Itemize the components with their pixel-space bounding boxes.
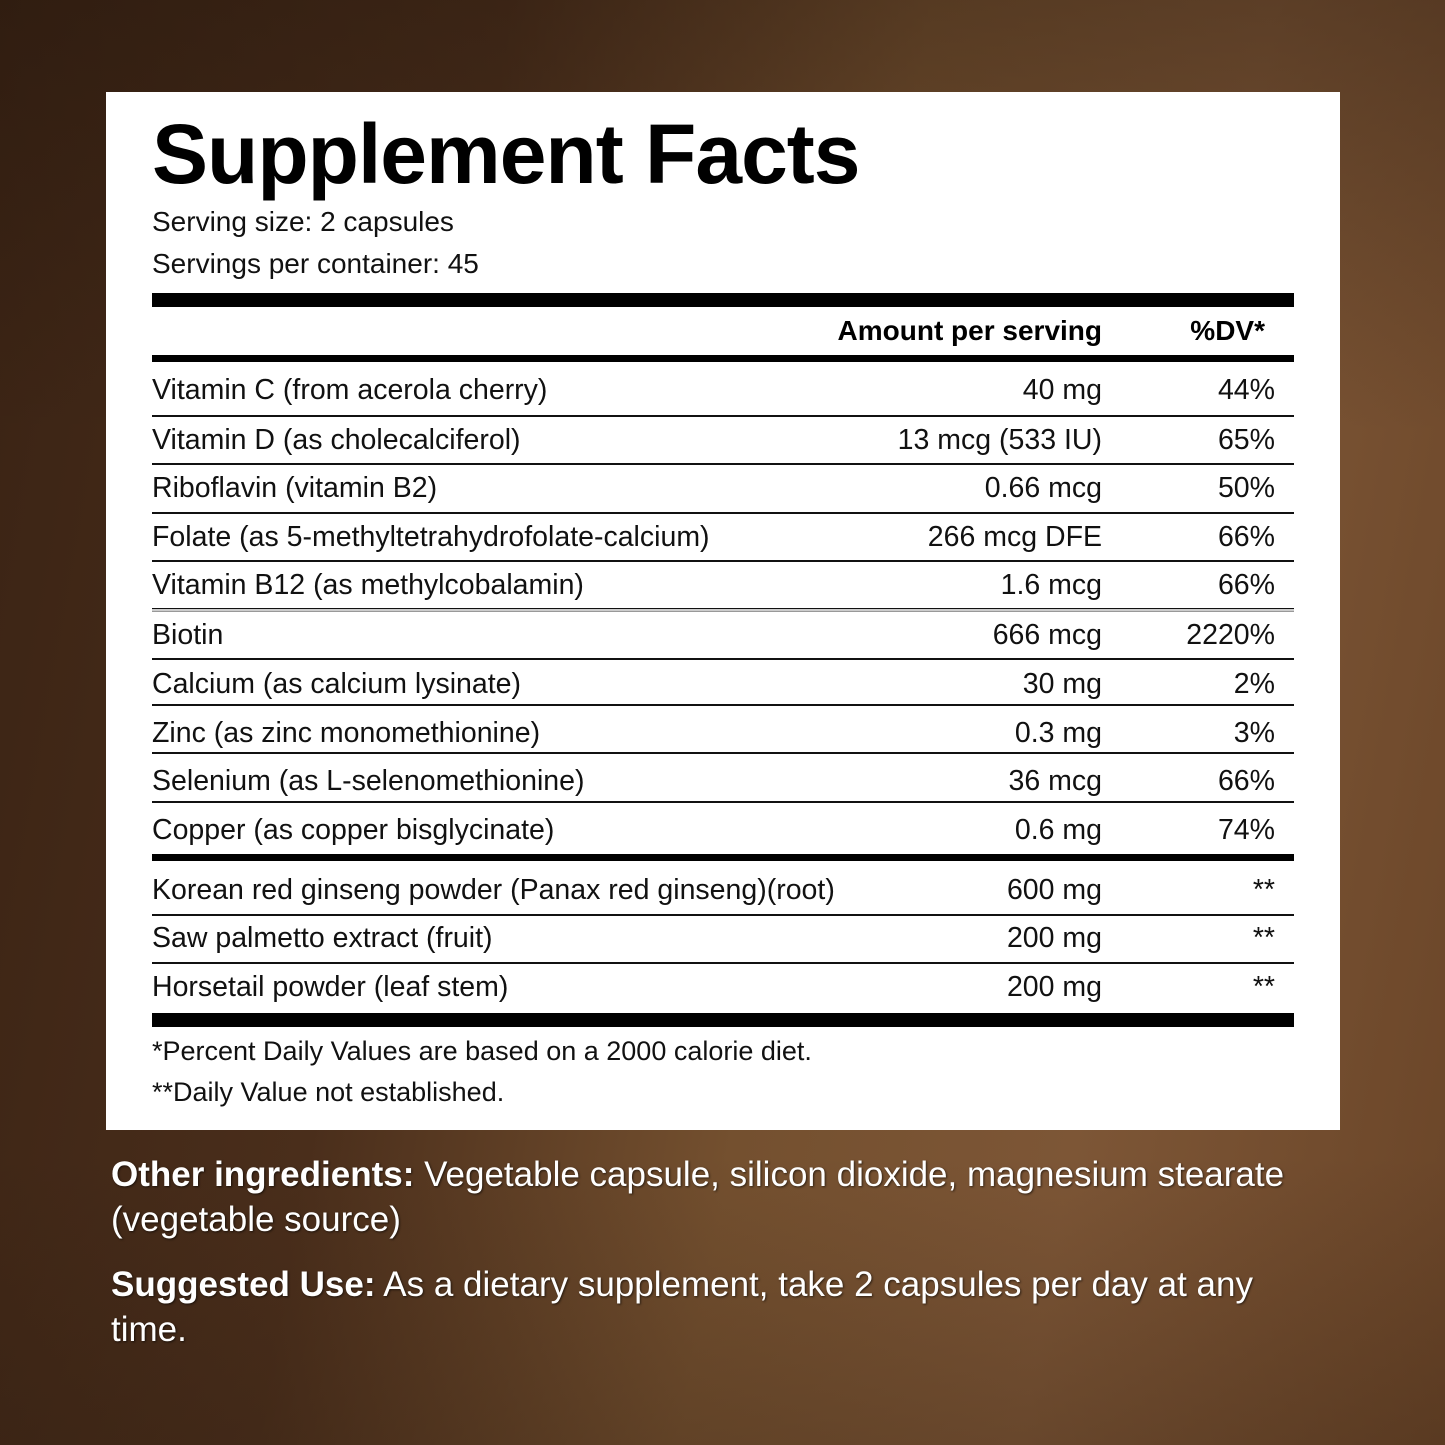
- nutrient-name: Biotin: [152, 619, 224, 651]
- row-divider: [152, 752, 1294, 754]
- nutrient-dv: 2%: [1233, 668, 1275, 700]
- nutrient-name: Vitamin C (from acerola cherry): [152, 374, 548, 406]
- nutrient-dv: 44%: [1217, 374, 1275, 406]
- suggested-use: Suggested Use: As a dietary supplement, …: [111, 1262, 1321, 1352]
- nutrient-dv: 66%: [1217, 521, 1275, 553]
- nutrient-dv: 66%: [1217, 569, 1275, 601]
- dv-column-header: %DV*: [1190, 315, 1265, 346]
- row-divider: [152, 560, 1294, 562]
- row-divider: [152, 704, 1294, 706]
- nutrient-amount: 30 mg: [1022, 668, 1102, 700]
- nutrient-amount: 0.66 mcg: [984, 472, 1102, 504]
- divider-thick: [152, 293, 1294, 307]
- nutrient-name: Saw palmetto extract (fruit): [152, 922, 493, 954]
- nutrient-amount: 600 mg: [1006, 874, 1102, 906]
- nutrient-dv: 50%: [1217, 472, 1275, 504]
- nutrient-name: Korean red ginseng powder (Panax red gin…: [152, 874, 835, 906]
- row-divider: [152, 801, 1294, 803]
- nutrient-amount: 1.6 mcg: [1000, 569, 1102, 601]
- nutrient-dv: **: [1252, 971, 1275, 1003]
- nutrient-dv: 65%: [1217, 424, 1275, 456]
- other-ingredients-text: Vegetable capsule, silicon dioxide, magn…: [111, 1155, 1285, 1239]
- nutrient-amount: 200 mg: [1006, 971, 1102, 1003]
- nutrient-name: Folate (as 5-methyltetrahydrofolate-calc…: [152, 521, 710, 553]
- nutrient-dv: **: [1252, 922, 1275, 954]
- row-divider: [152, 512, 1294, 514]
- nutrient-amount: 40 mg: [1022, 374, 1102, 406]
- divider-medium: [152, 355, 1294, 362]
- suggested-use-label: Suggested Use:: [111, 1265, 376, 1304]
- serving-size: Serving size: 2 capsules: [152, 206, 454, 237]
- other-ingredients: Other ingredients: Vegetable capsule, si…: [111, 1152, 1321, 1242]
- nutrient-dv: 3%: [1233, 717, 1275, 749]
- nutrient-name: Copper (as copper bisglycinate): [152, 814, 555, 846]
- nutrient-amount: 266 mcg DFE: [927, 521, 1102, 553]
- nutrient-name: Vitamin B12 (as methylcobalamin): [152, 569, 584, 601]
- page-title: Supplement Facts: [152, 107, 860, 201]
- row-divider: [152, 608, 1294, 612]
- nutrient-amount: 13 mcg (533 IU): [897, 424, 1102, 456]
- footnote-dv: *Percent Daily Values are based on a 200…: [152, 1036, 812, 1066]
- nutrient-name: Calcium (as calcium lysinate): [152, 668, 522, 700]
- supplement-facts-panel: Supplement Facts Serving size: 2 capsule…: [106, 92, 1340, 1130]
- amount-column-header: Amount per serving: [837, 315, 1102, 346]
- nutrient-name: Horsetail powder (leaf stem): [152, 971, 509, 1003]
- nutrient-name: Selenium (as L-selenomethionine): [152, 765, 585, 797]
- nutrient-amount: 0.3 mg: [1014, 717, 1102, 749]
- row-divider: [152, 415, 1294, 417]
- other-ingredients-label: Other ingredients:: [111, 1155, 415, 1194]
- divider-medium: [152, 854, 1294, 861]
- nutrient-dv: 2220%: [1186, 619, 1275, 651]
- nutrient-name: Riboflavin (vitamin B2): [152, 472, 438, 504]
- nutrient-amount: 36 mcg: [1008, 765, 1102, 797]
- nutrient-dv: **: [1252, 874, 1275, 906]
- row-divider: [152, 463, 1294, 465]
- nutrient-name: Zinc (as zinc monomethionine): [152, 717, 541, 749]
- nutrient-amount: 0.6 mg: [1014, 814, 1102, 846]
- nutrient-name: Vitamin D (as cholecalciferol): [152, 424, 521, 456]
- nutrient-amount: 200 mg: [1006, 922, 1102, 954]
- row-divider: [152, 914, 1294, 916]
- suggested-use-text: As a dietary supplement, take 2 capsules…: [111, 1265, 1253, 1349]
- nutrient-dv: 66%: [1217, 765, 1275, 797]
- nutrient-dv: 74%: [1217, 814, 1275, 846]
- nutrient-amount: 666 mcg: [992, 619, 1102, 651]
- servings-per-container: Servings per container: 45: [152, 248, 479, 279]
- divider-thick: [152, 1013, 1294, 1027]
- row-divider: [152, 658, 1294, 660]
- row-divider: [152, 962, 1294, 964]
- footnote-not-established: **Daily Value not established.: [152, 1077, 505, 1107]
